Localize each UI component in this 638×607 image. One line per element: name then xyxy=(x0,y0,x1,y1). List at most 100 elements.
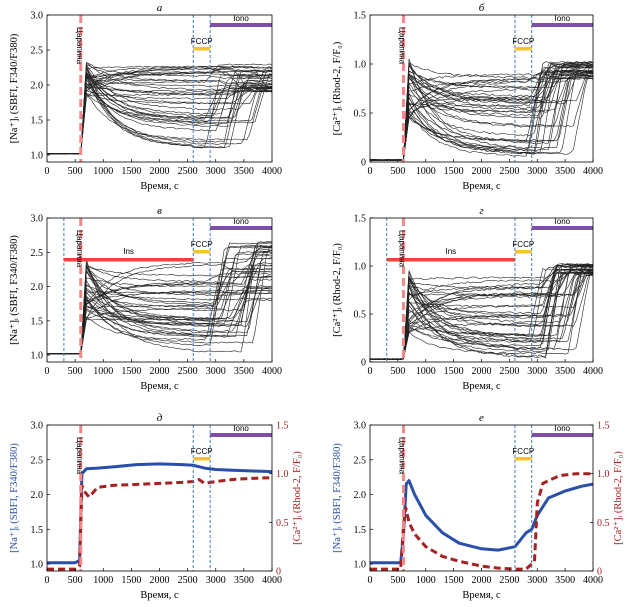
cell-trace xyxy=(47,86,272,155)
cell-trace xyxy=(370,268,593,360)
x-tick-label: 0 xyxy=(368,166,373,177)
x-tick-label: 3500 xyxy=(234,575,254,586)
y-tick-label: 2.0 xyxy=(31,282,44,293)
x-tick-label: 1500 xyxy=(444,575,464,586)
x-tick-label: 2500 xyxy=(178,366,198,377)
ins-label: Ins xyxy=(123,247,134,256)
x-tick-label: 3000 xyxy=(527,575,547,586)
cell-trace xyxy=(47,262,272,355)
x-axis-label: Время, с xyxy=(462,181,501,192)
cell-trace xyxy=(47,75,272,155)
cell-trace xyxy=(47,270,272,355)
ins-bar xyxy=(63,258,194,262)
x-tick-label: 500 xyxy=(68,166,83,177)
x-tick-label: 0 xyxy=(368,366,373,377)
cell-trace xyxy=(370,269,593,360)
fccp-bar xyxy=(193,47,211,51)
iono-bar xyxy=(210,23,272,27)
panel-c: в Iono FCCP Ins Царапина 0 500 1000 1500 2000 2500… xyxy=(9,205,282,392)
fccp-bar xyxy=(514,457,532,461)
y-tick-label: 1.5 xyxy=(31,525,44,536)
y-tick-label: 2.0 xyxy=(31,490,44,501)
iono-label: Iono xyxy=(555,217,571,226)
x-tick-label: 3500 xyxy=(555,366,575,377)
x-tick-label: 4000 xyxy=(262,166,282,177)
ins-bar xyxy=(386,258,515,262)
scratch-label: Царапина xyxy=(397,27,406,65)
x-tick-label: 1000 xyxy=(416,366,436,377)
plot-area xyxy=(370,472,593,571)
iono-label: Iono xyxy=(555,424,571,433)
y-tick-label: 1.0 xyxy=(354,560,367,571)
y-right-axis-label: [Ca²⁺]ᵢ (Rhod-2, F/F₀) xyxy=(292,451,303,545)
fccp-bar xyxy=(514,47,532,51)
iono-bar xyxy=(210,433,272,437)
panel-d: г Iono FCCP Ins Царапина 0 500 1000 1500 2000 2500… xyxy=(332,205,603,392)
y-tick-label: 0.5 xyxy=(354,109,367,120)
panel-b: б Iono FCCP Царапина 0 500 1000 1500 2000 2500 300… xyxy=(332,2,603,192)
y-tick-label: 1.0 xyxy=(31,560,44,571)
cell-trace xyxy=(47,86,272,155)
y-tick-label: 1.0 xyxy=(354,262,367,273)
y-axis-label: [Ca²⁺]ᵢ (Rhod-2, F/F₀) xyxy=(332,41,343,135)
x-tick-label: 4000 xyxy=(262,575,282,586)
x-tick-label: 1500 xyxy=(444,166,464,177)
x-tick-label: 500 xyxy=(68,575,83,586)
cell-trace xyxy=(370,71,593,161)
iono-bar xyxy=(531,226,593,230)
cell-trace xyxy=(370,71,593,161)
x-tick-label: 500 xyxy=(390,575,405,586)
x-tick-label: 4000 xyxy=(583,366,603,377)
y-right-tick-label: 0.5 xyxy=(276,518,289,529)
series-ca-line xyxy=(370,472,593,571)
x-tick-label: 1000 xyxy=(93,166,113,177)
y-tick-label: 3.0 xyxy=(31,421,44,432)
y-tick-label: 2.0 xyxy=(354,490,367,501)
cell-trace xyxy=(47,246,272,355)
y-right-tick-label: 1.0 xyxy=(597,469,610,480)
x-tick-label: 500 xyxy=(68,366,83,377)
x-tick-label: 1000 xyxy=(93,575,113,586)
x-tick-label: 2000 xyxy=(150,366,170,377)
iono-label: Iono xyxy=(233,424,249,433)
cell-trace xyxy=(370,65,593,161)
cell-trace xyxy=(47,242,272,355)
y-axis-label: [Na⁺]ᵢ (SBFI, F340/F380) xyxy=(9,443,20,553)
cell-trace xyxy=(47,75,272,155)
y-tick-label: 0 xyxy=(361,358,366,369)
y-tick-label: 2.0 xyxy=(31,81,44,92)
cell-trace xyxy=(370,65,593,161)
panel-label: а xyxy=(157,2,163,14)
y-tick-label: 1.0 xyxy=(31,151,44,162)
x-tick-label: 2500 xyxy=(499,575,519,586)
x-tick-label: 0 xyxy=(45,166,50,177)
x-tick-label: 1500 xyxy=(121,575,141,586)
y-tick-label: 1.5 xyxy=(354,11,367,22)
y-tick-label: 1.5 xyxy=(354,525,367,536)
x-tick-label: 2500 xyxy=(178,575,198,586)
y-tick-label: 1.5 xyxy=(31,116,44,127)
x-tick-label: 3000 xyxy=(206,166,226,177)
scratch-label: Царапина xyxy=(397,230,406,268)
fccp-bar xyxy=(193,250,211,254)
x-tick-label: 3500 xyxy=(234,366,254,377)
cell-trace xyxy=(47,66,272,155)
ins-label: Ins xyxy=(446,247,457,256)
scratch-label: Царапина xyxy=(75,230,84,268)
y-tick-label: 3.0 xyxy=(31,214,44,225)
x-tick-label: 3500 xyxy=(555,166,575,177)
panel-a: а Iono FCCP Царапина 0 500 1000 1500 2000 2500 300… xyxy=(9,2,282,192)
iono-bar xyxy=(531,433,593,437)
y-tick-label: 2.5 xyxy=(354,455,367,466)
panel-e: д Iono FCCP Царапина 0 500 1000 1500 2000 2500 300… xyxy=(9,412,303,601)
x-axis-label: Время, с xyxy=(462,590,501,601)
cell-trace xyxy=(47,246,272,355)
panel-f: е Iono FCCP Царапина 0 500 1000 1500 2000 2500 300… xyxy=(332,412,624,601)
x-tick-label: 3500 xyxy=(555,575,575,586)
x-tick-label: 1500 xyxy=(444,366,464,377)
x-tick-label: 4000 xyxy=(583,166,603,177)
panel-label: е xyxy=(479,412,484,424)
x-tick-label: 0 xyxy=(45,575,50,586)
y-right-tick-label: 1.0 xyxy=(276,469,289,480)
cell-trace xyxy=(47,66,272,155)
